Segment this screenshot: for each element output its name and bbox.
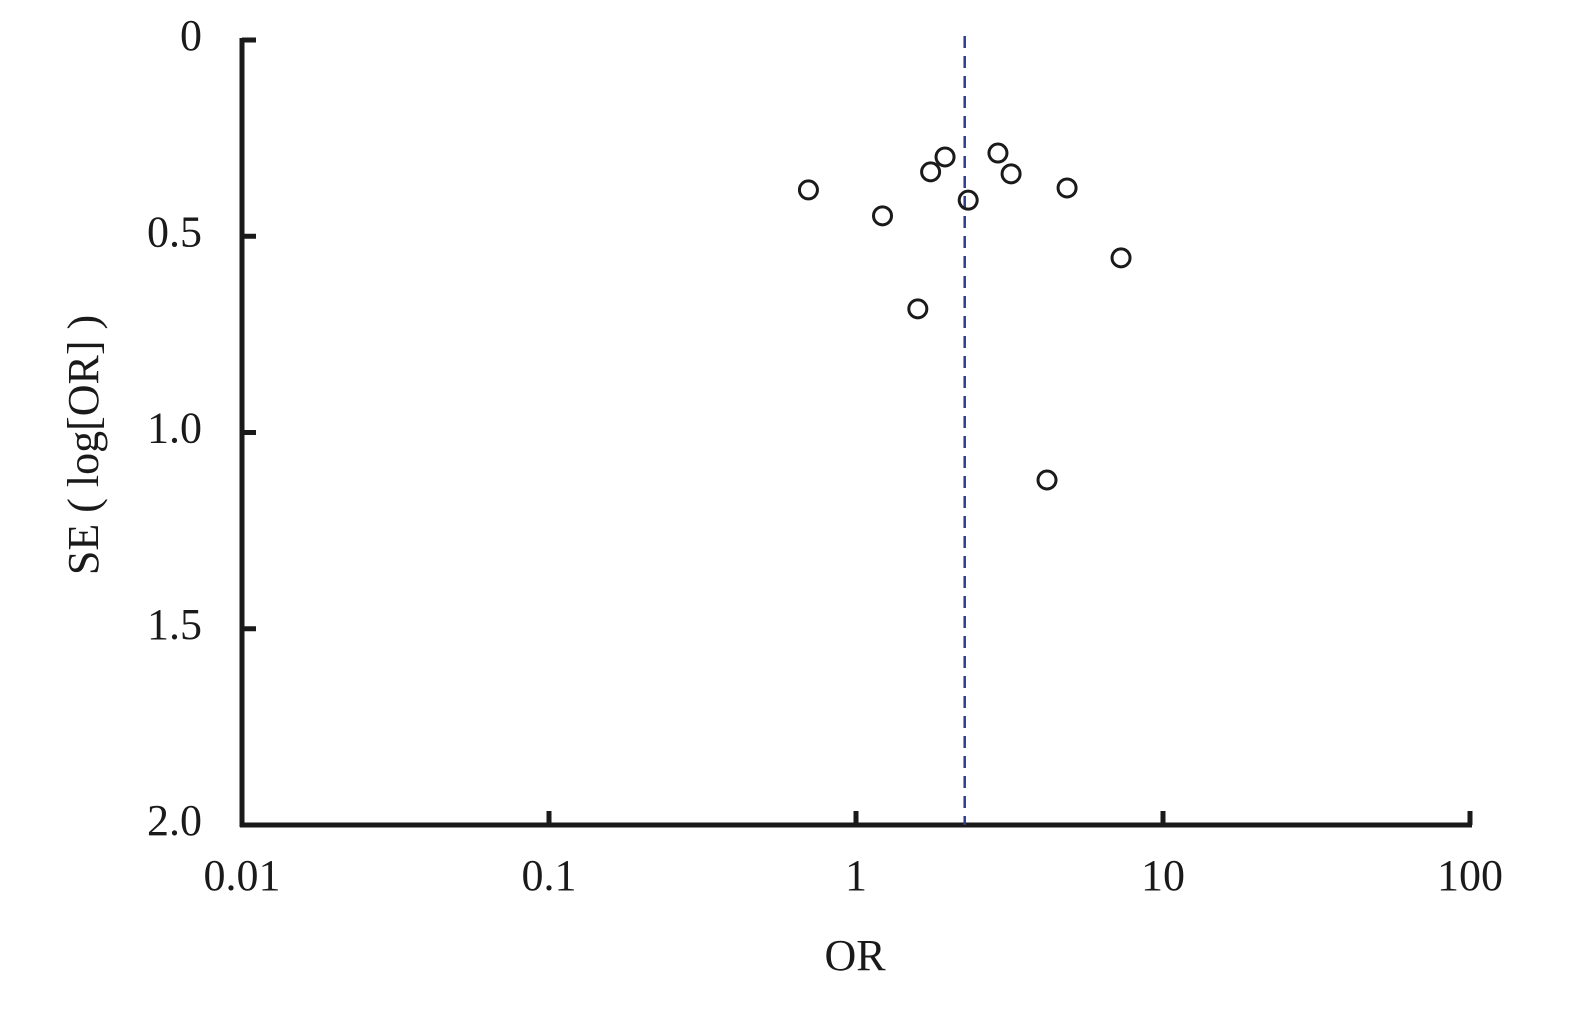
study-point bbox=[1056, 177, 1078, 199]
x-tick-label: 100 bbox=[1437, 851, 1503, 900]
study-point bbox=[987, 142, 1009, 164]
y-axis-title: SE ( log[OR] ) bbox=[59, 315, 108, 575]
y-tick-label: 1.5 bbox=[147, 600, 202, 649]
study-point bbox=[797, 179, 819, 201]
x-tick-label: 0.1 bbox=[522, 851, 577, 900]
study-point bbox=[1110, 247, 1132, 269]
study-point bbox=[934, 146, 956, 168]
study-point bbox=[957, 189, 979, 211]
study-point bbox=[1036, 469, 1058, 491]
x-tick-label: 0.01 bbox=[204, 851, 281, 900]
x-axis-title: OR bbox=[824, 931, 886, 980]
study-point bbox=[872, 205, 894, 227]
study-point bbox=[1000, 163, 1022, 185]
study-point bbox=[907, 298, 929, 320]
y-tick-label: 1.0 bbox=[147, 404, 202, 453]
study-point bbox=[920, 161, 942, 183]
y-tick-label: 2.0 bbox=[147, 796, 202, 845]
x-tick-label: 10 bbox=[1141, 851, 1185, 900]
y-tick-label: 0 bbox=[180, 11, 202, 60]
y-tick-label: 0.5 bbox=[147, 207, 202, 256]
x-tick-label: 1 bbox=[845, 851, 867, 900]
